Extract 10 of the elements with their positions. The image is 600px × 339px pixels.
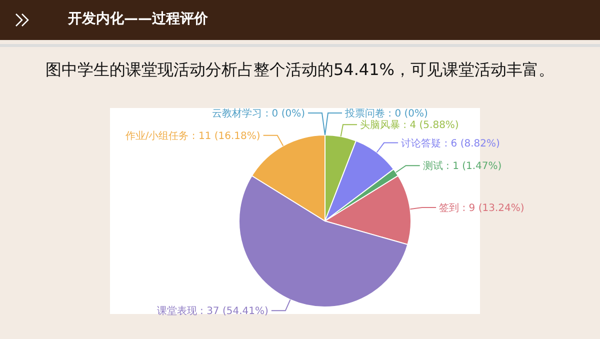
category-label: 投票问卷 : 0 (0%) bbox=[345, 108, 428, 120]
slice-label: 签到 : 9 (13.24%) bbox=[439, 202, 524, 214]
slice-label: 头脑风暴 : 4 (5.88%) bbox=[360, 119, 459, 132]
slice-label: 作业/小组任务 : 11 (16.18%) bbox=[124, 130, 260, 142]
slice-label: 讨论答疑 : 6 (8.82%) bbox=[401, 137, 500, 150]
slice-label: 测试 : 1 (1.47%) bbox=[422, 160, 502, 172]
chart-subtitle: 图中学生的课堂现活动分析占整个活动的54.41%，可见课堂活动丰富。 bbox=[44, 60, 556, 81]
chart-title: 开发内化——过程评价 bbox=[68, 10, 208, 28]
slice-label: 课堂表现 : 37 (54.41%) bbox=[156, 305, 269, 318]
category-label: 云教材学习 : 0 (0%) bbox=[212, 108, 305, 120]
